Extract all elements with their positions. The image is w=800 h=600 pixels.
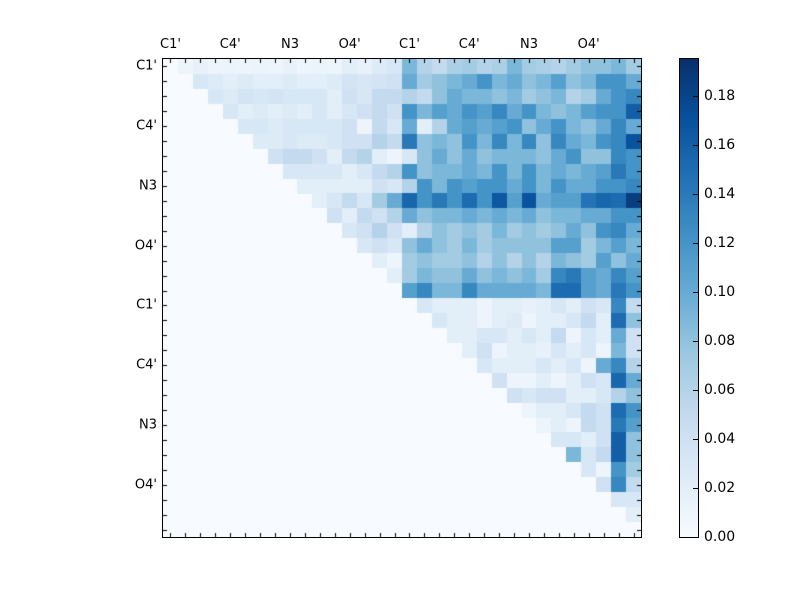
y-tick-label: O4' <box>134 238 157 254</box>
x-tick-label: C1' <box>160 37 181 52</box>
x-tick-label: O4' <box>577 37 600 52</box>
colorbar-tick-label: 0.10 <box>704 283 736 300</box>
heatmap-axes <box>162 58 642 538</box>
colorbar-gradient <box>680 59 698 537</box>
colorbar-tick <box>693 439 698 440</box>
x-tick-label: O4' <box>338 37 361 52</box>
x-tick-label: C4' <box>458 37 480 52</box>
heatmap-canvas <box>163 59 641 537</box>
colorbar <box>679 58 699 538</box>
y-tick-label: C4' <box>136 357 157 373</box>
colorbar-tick-label: 0.00 <box>704 529 736 545</box>
colorbar-tick-label: 0.16 <box>704 136 736 153</box>
y-tick-label: C1' <box>136 58 157 74</box>
colorbar-tick <box>693 390 698 391</box>
x-tick-label: N3 <box>519 37 538 52</box>
colorbar-tick <box>693 341 698 342</box>
y-tick-label: O4' <box>134 477 157 493</box>
y-tick-label: C4' <box>136 118 157 134</box>
y-tick-label: N3 <box>139 178 157 194</box>
y-tick-label: C1' <box>136 297 157 313</box>
colorbar-tick <box>693 145 698 146</box>
colorbar-tick-label: 0.14 <box>704 185 736 202</box>
colorbar-tick-label: 0.12 <box>704 234 736 251</box>
colorbar-tick-label: 0.08 <box>704 332 736 349</box>
colorbar-tick <box>693 194 698 195</box>
y-tick-label: N3 <box>139 417 157 433</box>
x-tick-label: C4' <box>219 37 241 52</box>
colorbar-tick <box>693 537 698 538</box>
colorbar-tick <box>693 243 698 244</box>
colorbar-tick-label: 0.02 <box>704 479 736 496</box>
colorbar-tick-label: 0.06 <box>704 381 736 398</box>
x-tick-label: C1' <box>399 37 420 52</box>
colorbar-tick-label: 0.18 <box>704 87 736 104</box>
x-tick-label: N3 <box>280 37 299 52</box>
colorbar-tick <box>693 96 698 97</box>
colorbar-tick <box>693 292 698 293</box>
colorbar-tick-label: 0.04 <box>704 430 736 447</box>
colorbar-tick <box>693 488 698 489</box>
